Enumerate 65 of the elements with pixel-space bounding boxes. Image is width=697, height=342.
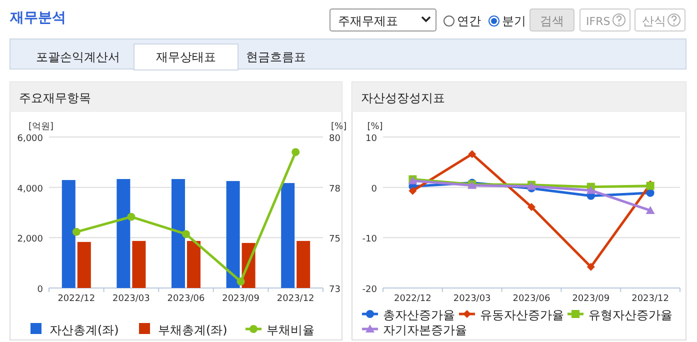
- bar: [281, 183, 295, 288]
- legend-label: 자기자본증가율: [383, 323, 467, 337]
- y-tick-label: 2,000: [17, 234, 44, 245]
- legend-label: 유동자산증가율: [480, 308, 564, 322]
- bar: [62, 180, 76, 288]
- y-tick-label: -10: [362, 234, 378, 245]
- legend-label: 자산총계(좌): [50, 323, 119, 337]
- y2-tick-label: 80: [329, 134, 341, 144]
- bar: [116, 179, 130, 288]
- point: [292, 148, 300, 156]
- chart-title: 주요재무항목: [19, 91, 91, 105]
- text: 주재무제표: [338, 14, 398, 28]
- text: 재무상태표: [156, 50, 216, 64]
- text: IFRS: [586, 15, 610, 28]
- y-axis-title: [억원]: [28, 122, 54, 132]
- x-tick-label: 2023/03: [112, 294, 150, 304]
- bar: [132, 240, 146, 288]
- chart-title: 자산성장성지표: [361, 91, 445, 105]
- bar: [226, 181, 240, 288]
- legend-label: 유형자산증가율: [588, 308, 672, 322]
- y2-tick-label: 75: [329, 234, 340, 245]
- y-tick-label: 0: [371, 184, 378, 194]
- y-tick-label: 6,000: [17, 134, 44, 144]
- y2-axis-title: [%]: [331, 122, 347, 132]
- point: [586, 186, 596, 194]
- x-tick-label: 2023/09: [222, 294, 260, 304]
- x-tick-label: 2023/06: [167, 294, 205, 304]
- y2-tick-label: 78: [329, 184, 341, 194]
- point: [646, 206, 655, 214]
- legend-label: 총자산증가율: [383, 308, 455, 322]
- text: 검색: [540, 14, 564, 28]
- text: 재무분석: [9, 10, 66, 26]
- y2-tick-label: 73: [329, 285, 340, 295]
- x-tick-label: 2023/12: [632, 294, 669, 304]
- x-tick-label: 2023/12: [276, 294, 314, 304]
- text: 연간: [457, 14, 481, 28]
- point: [236, 278, 245, 286]
- point: [468, 150, 476, 158]
- point: [646, 188, 654, 197]
- x-tick-label: 2023/06: [512, 294, 550, 304]
- point: [528, 202, 536, 211]
- legend-label: 부채비율: [266, 323, 314, 337]
- point: [408, 186, 417, 195]
- y-axis-title: [%]: [367, 122, 383, 132]
- text: 현금흐름표: [246, 50, 306, 64]
- point: [182, 230, 190, 238]
- point: [586, 262, 595, 271]
- text: 산식: [642, 14, 666, 28]
- legend-label: 부채총계(좌): [158, 323, 228, 337]
- x-tick-label: 2023/09: [572, 294, 610, 304]
- y-tick-label: 10: [366, 134, 378, 144]
- y-tick-label: 0: [37, 285, 44, 295]
- x-tick-label: 2023/03: [453, 294, 491, 304]
- y-tick-label: 4,000: [17, 184, 44, 194]
- text: 분기: [502, 14, 526, 28]
- bar: [172, 179, 185, 288]
- point: [127, 212, 136, 221]
- x-tick-label: 2022/12: [394, 294, 432, 304]
- point: [72, 228, 80, 236]
- bar: [187, 240, 200, 288]
- x-tick-label: 2022/12: [58, 294, 96, 304]
- y-tick-label: -20: [362, 285, 378, 295]
- bar: [296, 240, 310, 288]
- text: 포괄손익계산서: [36, 50, 120, 64]
- bar: [77, 242, 91, 288]
